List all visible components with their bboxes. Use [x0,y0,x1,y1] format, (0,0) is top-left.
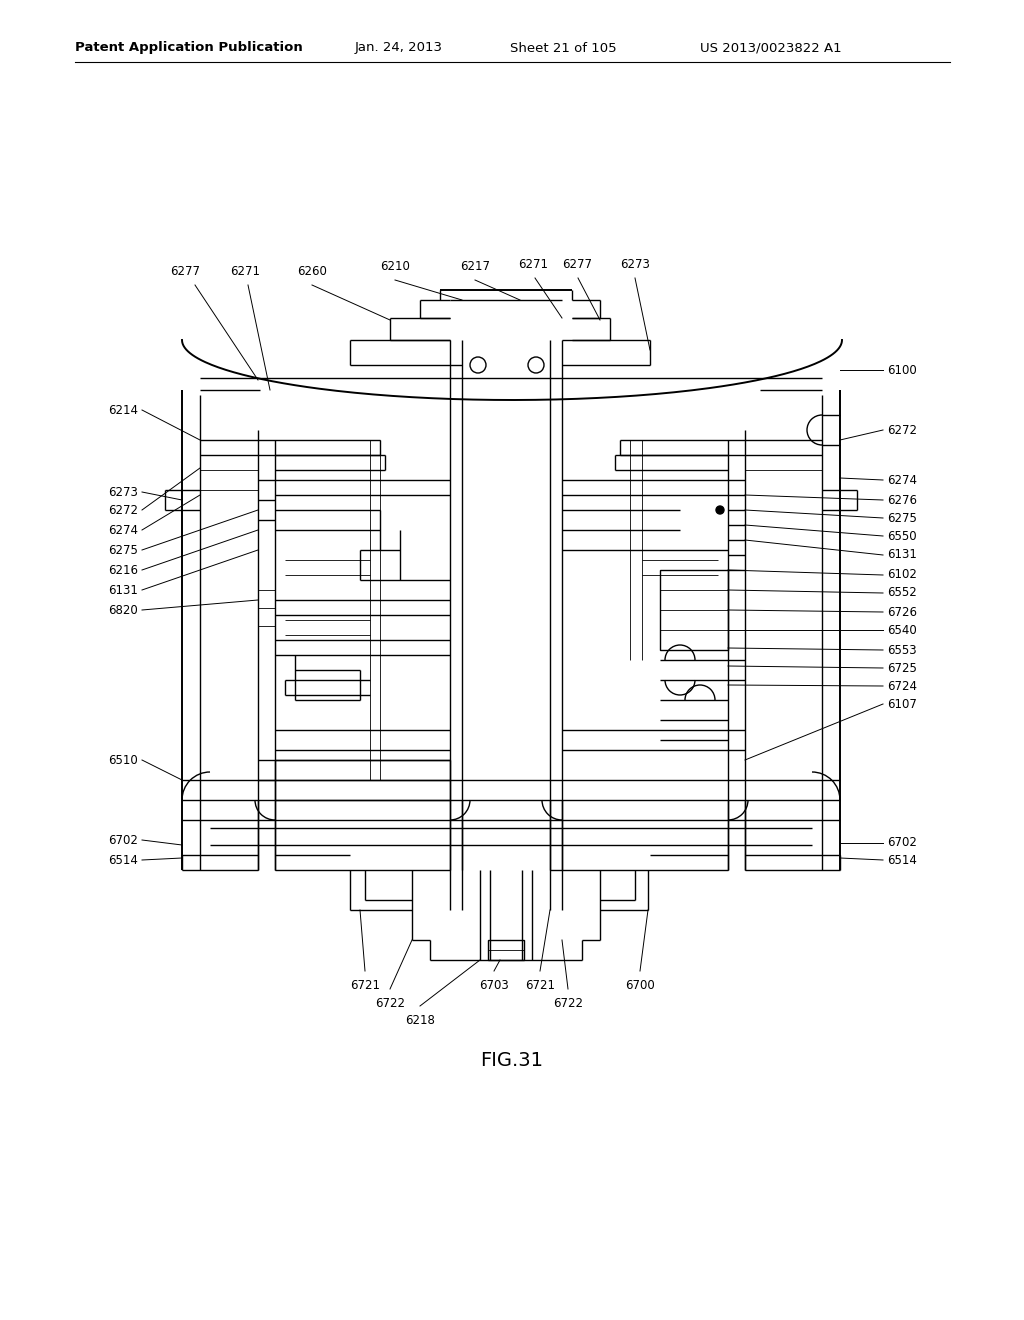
Text: 6726: 6726 [887,606,918,619]
Text: 6260: 6260 [297,265,327,279]
Text: 6553: 6553 [887,644,916,656]
Text: 6273: 6273 [109,486,138,499]
Text: 6722: 6722 [375,997,406,1010]
Text: 6514: 6514 [887,854,916,866]
Text: 6725: 6725 [887,661,916,675]
Text: 6131: 6131 [887,549,916,561]
Text: 6100: 6100 [887,363,916,376]
Text: 6700: 6700 [625,979,655,993]
Text: 6721: 6721 [525,979,555,993]
Bar [275,760,450,800]
Text: 6540: 6540 [887,623,916,636]
Text: 6721: 6721 [350,979,380,993]
Text: 6271: 6271 [518,257,548,271]
Text: 6216: 6216 [108,564,138,577]
Text: FIG.31: FIG.31 [480,1051,544,1069]
Text: 6275: 6275 [109,544,138,557]
Text: 6272: 6272 [887,424,918,437]
Text: 6271: 6271 [230,265,260,279]
Text: 6703: 6703 [479,979,509,993]
Text: 6820: 6820 [109,603,138,616]
Text: 6510: 6510 [109,754,138,767]
Text: 6702: 6702 [887,837,916,850]
Text: US 2013/0023822 A1: US 2013/0023822 A1 [700,41,842,54]
Text: 6274: 6274 [108,524,138,536]
Text: 6277: 6277 [170,265,200,279]
Circle shape [716,506,724,513]
Text: 6550: 6550 [887,529,916,543]
Text: 6131: 6131 [109,583,138,597]
Text: 6722: 6722 [553,997,583,1010]
Bar [488,940,524,960]
Text: 6277: 6277 [562,257,592,271]
Bar [660,570,728,649]
Text: 6214: 6214 [108,404,138,417]
Text: 6274: 6274 [887,474,918,487]
Text: Patent Application Publication: Patent Application Publication [75,41,303,54]
Text: 6724: 6724 [887,680,918,693]
Text: 6272: 6272 [108,503,138,516]
Text: Jan. 24, 2013: Jan. 24, 2013 [355,41,443,54]
Text: Sheet 21 of 105: Sheet 21 of 105 [510,41,616,54]
Text: 6102: 6102 [887,569,916,582]
Text: 6217: 6217 [460,260,490,273]
Text: 6273: 6273 [621,257,650,271]
Text: 6552: 6552 [887,586,916,599]
Text: 6275: 6275 [887,511,916,524]
Text: 6210: 6210 [380,260,410,273]
Text: 6514: 6514 [109,854,138,866]
Text: 6218: 6218 [406,1014,435,1027]
Text: 6702: 6702 [109,833,138,846]
Text: 6276: 6276 [887,494,918,507]
Text: 6107: 6107 [887,697,916,710]
